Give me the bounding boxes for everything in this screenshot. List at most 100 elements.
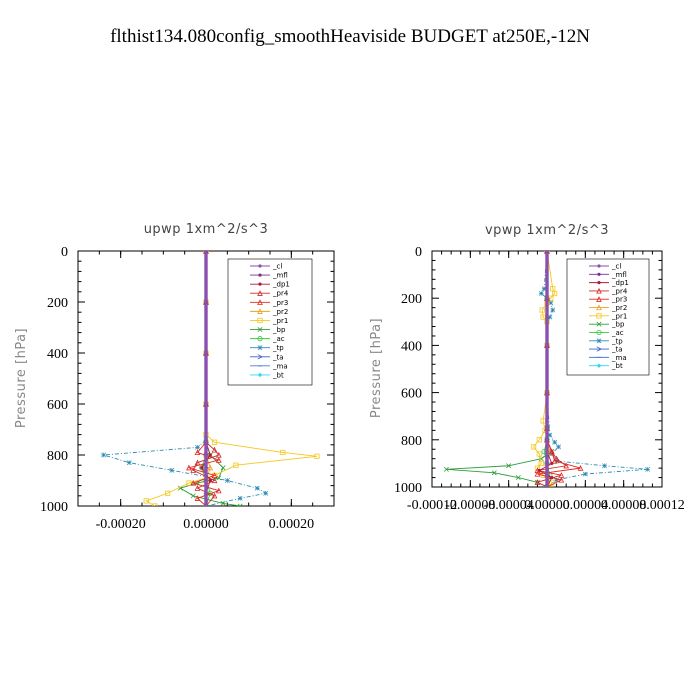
- series-point-bp: [506, 463, 512, 469]
- legend-marker: [596, 287, 602, 294]
- vpwp-panel: vpwp 1xm^2/s^3 Pressure [hPa] 0 200 400 600 80…: [369, 223, 685, 513]
- legend-label: _cl: [611, 263, 621, 271]
- legend-marker: [257, 354, 264, 360]
- series-point-pr4: [194, 459, 201, 466]
- series-point-dp1: [208, 478, 212, 483]
- series-point-cl: [545, 343, 549, 347]
- series-point-pr1: [552, 290, 558, 297]
- legend-marker: [257, 290, 263, 296]
- series-point-pr4: [215, 451, 222, 458]
- legend-label: _dp1: [611, 279, 629, 287]
- y-tick-label: 600: [401, 387, 422, 402]
- legend-box: [227, 258, 313, 386]
- series-point-bp: [220, 465, 226, 471]
- legend: _cl_mfl_dp1_pr4_pr3_pr2_pr1_bp_ac_tp_ta_…: [227, 258, 313, 386]
- x-tick-label: -0.00004: [484, 498, 534, 513]
- x-tick-label: 0.00000: [524, 498, 570, 513]
- legend-marker: [257, 317, 263, 324]
- series-point-pr1: [211, 439, 218, 445]
- series-point-pr1: [540, 314, 546, 320]
- legend-marker: [257, 299, 263, 305]
- x-tick-label: -0.00020: [96, 517, 146, 532]
- y-tick-label: 0: [415, 245, 422, 260]
- legend-label: _mfl: [272, 272, 288, 280]
- series-point-pr1: [143, 498, 149, 504]
- series-point-cl: [545, 391, 549, 395]
- series-point-tp: [263, 490, 269, 496]
- legend-label: _cl: [272, 263, 282, 271]
- legend-marker: [596, 363, 602, 368]
- series-line-pr1: [533, 251, 556, 487]
- legend-label: _bp: [272, 326, 286, 334]
- legend-marker: [258, 273, 262, 277]
- series-point-pr1: [548, 295, 554, 301]
- series-point-bp: [515, 475, 521, 481]
- legend-label: _pr3: [611, 296, 627, 304]
- y-tick-label: 0: [61, 245, 68, 260]
- series-point-tp: [556, 444, 561, 450]
- series-point-cl: [204, 300, 208, 304]
- series-point-pr4: [553, 455, 560, 462]
- y-axis-label: Pressure [hPa]: [14, 328, 29, 428]
- panel-title: upwp 1xm^2/s^3: [144, 222, 269, 237]
- series-point-cl: [204, 440, 208, 444]
- series-point-dp1: [550, 475, 554, 480]
- series-point-tp: [547, 432, 553, 438]
- legend-label: _bp: [611, 321, 625, 329]
- x-tick-label: -0.00012: [407, 498, 457, 513]
- legend-marker: [257, 336, 263, 342]
- legend-marker: [596, 329, 602, 336]
- x-tick-label: -0.00008: [445, 498, 495, 513]
- legend-label: _ma: [611, 354, 627, 362]
- series-point-ac: [199, 465, 205, 471]
- series-point-cl: [545, 426, 549, 430]
- x-tick-label: 0.00012: [639, 498, 685, 513]
- series-point-pr4: [534, 479, 541, 485]
- series-point-tp: [237, 495, 243, 501]
- series-point-pr2: [207, 464, 214, 471]
- series-point-pr1: [152, 503, 158, 506]
- series-point-tp: [602, 463, 607, 469]
- legend-label: _dp1: [272, 281, 290, 289]
- series-point-dp1: [208, 453, 212, 457]
- y-tick-label: 800: [47, 449, 68, 464]
- legend-marker: [257, 372, 263, 378]
- legend-label: _bt: [272, 371, 284, 379]
- series-point-tp: [101, 452, 107, 458]
- legend-label: _tp: [272, 344, 284, 352]
- series-point-pr1: [233, 462, 239, 468]
- series-point-pr3: [215, 457, 222, 463]
- series-point-cl: [204, 351, 208, 355]
- series-point-bp: [190, 493, 196, 499]
- series-point-pr4: [548, 448, 555, 455]
- series-point-tp: [554, 477, 560, 483]
- series-point-pr3: [577, 465, 584, 471]
- series-point-cl: [204, 504, 208, 506]
- legend-label: _pr4: [611, 287, 628, 295]
- series-point-dp1: [537, 468, 541, 473]
- upwp-panel: upwp 1xm^2/s^3 Pressure [hPa] 0 200 400 600 80…: [14, 222, 335, 532]
- series-point-tp: [552, 439, 558, 445]
- series-point-tp: [548, 300, 554, 306]
- legend-label: _pr2: [272, 308, 288, 316]
- series-point-pr3: [186, 464, 192, 471]
- series-point-tp: [224, 478, 230, 483]
- series-point-cl: [204, 402, 208, 406]
- series-point-pr1: [539, 307, 545, 313]
- legend-label: _ta: [611, 346, 623, 354]
- x-tick-label: 0.00004: [563, 498, 609, 513]
- series-point-cl: [545, 450, 549, 454]
- legend-marker: [258, 282, 262, 286]
- series-point-pr3: [558, 476, 565, 483]
- legend-marker: [596, 321, 602, 327]
- series-point-cl: [204, 478, 208, 483]
- y-tick-label: 200: [401, 292, 422, 307]
- legend-marker: [597, 264, 601, 268]
- legend-label: _bt: [611, 362, 623, 370]
- legend-marker: [257, 327, 263, 333]
- legend-label: _pr3: [272, 299, 288, 307]
- y-tick-label: 1000: [394, 481, 422, 496]
- x-tick-label: 0.00000: [183, 517, 229, 532]
- series-point-pr1: [536, 437, 542, 443]
- series-point-cl: [545, 461, 549, 465]
